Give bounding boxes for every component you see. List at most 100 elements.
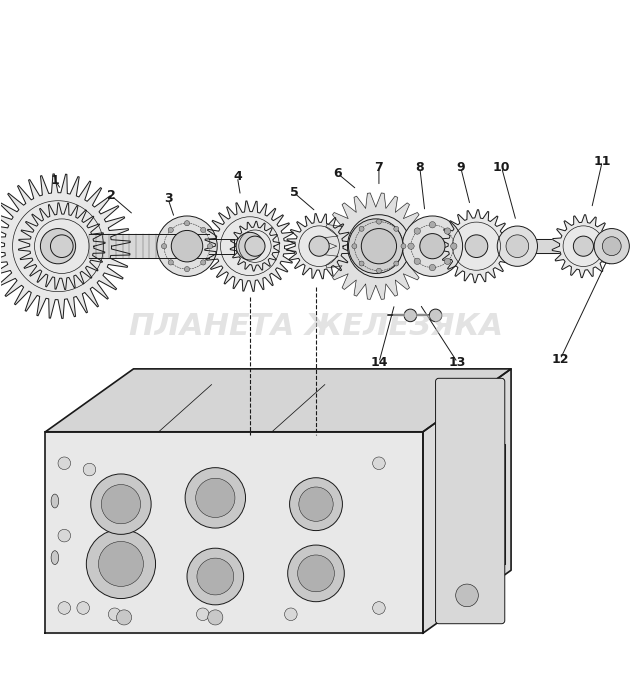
Circle shape: [58, 529, 71, 542]
Text: ПЛАНЕТА ЖЕЛЕЗЯКА: ПЛАНЕТА ЖЕЛЕЗЯКА: [129, 312, 503, 341]
Circle shape: [185, 220, 190, 226]
Circle shape: [197, 608, 209, 621]
Circle shape: [362, 229, 396, 264]
Circle shape: [414, 228, 420, 235]
Circle shape: [394, 261, 399, 266]
Ellipse shape: [51, 551, 59, 565]
Polygon shape: [440, 210, 513, 283]
Circle shape: [573, 236, 593, 256]
Circle shape: [352, 244, 357, 248]
Polygon shape: [423, 369, 511, 634]
Polygon shape: [442, 444, 505, 564]
Circle shape: [359, 226, 364, 231]
Circle shape: [401, 244, 406, 248]
Circle shape: [200, 260, 206, 265]
Circle shape: [83, 463, 96, 476]
Circle shape: [236, 232, 264, 260]
Circle shape: [444, 228, 451, 235]
Circle shape: [87, 529, 155, 598]
Circle shape: [429, 265, 435, 271]
Text: 3: 3: [164, 193, 173, 206]
Circle shape: [245, 236, 265, 256]
Polygon shape: [18, 203, 105, 290]
Circle shape: [394, 226, 399, 231]
Polygon shape: [316, 239, 605, 253]
Circle shape: [348, 215, 410, 278]
Circle shape: [91, 474, 151, 534]
FancyBboxPatch shape: [435, 378, 505, 624]
Text: 10: 10: [493, 161, 511, 174]
Circle shape: [456, 584, 478, 607]
Circle shape: [197, 558, 234, 595]
Circle shape: [168, 260, 173, 265]
Circle shape: [288, 545, 344, 602]
Circle shape: [101, 484, 140, 524]
Circle shape: [40, 229, 76, 264]
Text: 1: 1: [51, 174, 59, 187]
Text: 5: 5: [289, 186, 298, 200]
Circle shape: [602, 237, 621, 256]
Circle shape: [116, 610, 131, 625]
Circle shape: [465, 235, 488, 258]
Circle shape: [373, 457, 386, 470]
Ellipse shape: [51, 494, 59, 508]
Text: 14: 14: [370, 356, 387, 369]
Circle shape: [99, 541, 143, 587]
Polygon shape: [286, 214, 352, 279]
Text: 8: 8: [415, 161, 424, 174]
Circle shape: [171, 230, 203, 262]
Circle shape: [429, 222, 435, 228]
Circle shape: [185, 468, 245, 528]
Circle shape: [348, 219, 403, 274]
Circle shape: [408, 243, 414, 249]
Polygon shape: [552, 215, 615, 278]
Polygon shape: [209, 239, 234, 253]
Polygon shape: [46, 369, 511, 432]
Circle shape: [168, 228, 173, 232]
Circle shape: [289, 477, 343, 531]
Circle shape: [157, 216, 217, 276]
Text: 6: 6: [334, 167, 343, 181]
Circle shape: [420, 234, 445, 259]
Circle shape: [299, 487, 333, 522]
Circle shape: [451, 243, 457, 249]
Circle shape: [359, 261, 364, 266]
Text: 7: 7: [375, 161, 383, 174]
Circle shape: [196, 478, 235, 517]
Polygon shape: [230, 221, 280, 271]
Circle shape: [58, 457, 71, 470]
Circle shape: [207, 244, 212, 248]
Circle shape: [377, 268, 382, 273]
Circle shape: [373, 602, 386, 615]
Circle shape: [58, 602, 71, 615]
Polygon shape: [205, 201, 295, 291]
Circle shape: [377, 219, 382, 224]
Circle shape: [309, 236, 329, 256]
Circle shape: [444, 258, 451, 265]
Circle shape: [200, 228, 206, 232]
Circle shape: [594, 229, 629, 264]
Circle shape: [298, 555, 334, 592]
Text: 12: 12: [551, 353, 569, 366]
Circle shape: [429, 309, 442, 322]
Polygon shape: [90, 234, 209, 258]
Circle shape: [187, 548, 244, 605]
Circle shape: [506, 235, 529, 258]
Text: 13: 13: [449, 356, 466, 369]
Circle shape: [404, 309, 416, 322]
Circle shape: [497, 226, 537, 266]
Circle shape: [402, 216, 463, 276]
Circle shape: [208, 610, 223, 625]
Polygon shape: [0, 174, 130, 318]
Text: 4: 4: [233, 171, 241, 183]
Circle shape: [414, 258, 420, 265]
Circle shape: [284, 608, 297, 621]
Circle shape: [77, 602, 90, 615]
Text: 11: 11: [593, 155, 611, 168]
Circle shape: [108, 608, 121, 621]
Polygon shape: [322, 193, 429, 300]
Text: 2: 2: [107, 189, 116, 202]
Polygon shape: [46, 432, 423, 634]
Circle shape: [51, 235, 73, 258]
Circle shape: [185, 267, 190, 272]
